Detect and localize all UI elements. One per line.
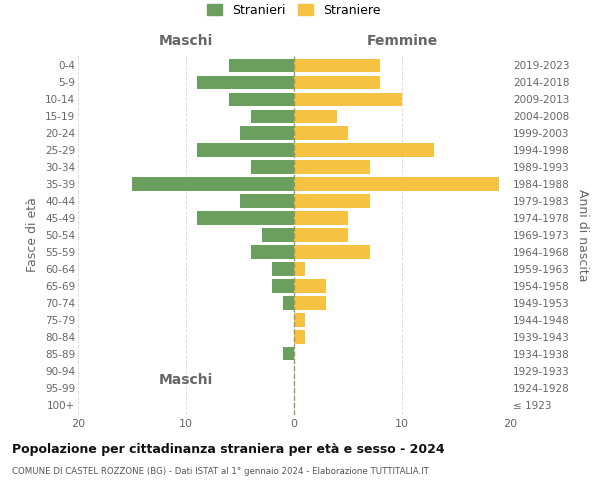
Bar <box>294 178 499 190</box>
Text: Maschi: Maschi <box>159 374 213 388</box>
Text: Popolazione per cittadinanza straniera per età e sesso - 2024: Popolazione per cittadinanza straniera p… <box>12 442 445 456</box>
Bar <box>294 194 370 207</box>
Bar <box>294 58 380 72</box>
Bar <box>251 160 294 173</box>
Bar <box>272 262 294 276</box>
Bar <box>251 110 294 123</box>
Y-axis label: Fasce di età: Fasce di età <box>26 198 40 272</box>
Bar <box>294 280 326 292</box>
Bar <box>294 92 402 106</box>
Bar <box>197 144 294 156</box>
Bar <box>294 144 434 156</box>
Bar <box>229 92 294 106</box>
Bar <box>197 212 294 224</box>
Bar <box>262 228 294 241</box>
Text: Maschi: Maschi <box>159 34 213 48</box>
Bar <box>240 126 294 140</box>
Bar <box>132 178 294 190</box>
Bar <box>294 330 305 344</box>
Bar <box>229 58 294 72</box>
Bar <box>294 262 305 276</box>
Bar <box>283 296 294 310</box>
Text: COMUNE DI CASTEL ROZZONE (BG) - Dati ISTAT al 1° gennaio 2024 - Elaborazione TUT: COMUNE DI CASTEL ROZZONE (BG) - Dati IST… <box>12 468 429 476</box>
Bar <box>272 280 294 292</box>
Y-axis label: Anni di nascita: Anni di nascita <box>576 188 589 281</box>
Legend: Stranieri, Straniere: Stranieri, Straniere <box>207 4 381 16</box>
Bar <box>240 194 294 207</box>
Bar <box>294 246 370 258</box>
Bar <box>283 347 294 360</box>
Bar <box>294 228 348 241</box>
Bar <box>294 76 380 89</box>
Bar <box>294 110 337 123</box>
Bar <box>294 296 326 310</box>
Bar <box>294 160 370 173</box>
Text: Femmine: Femmine <box>367 34 437 48</box>
Bar <box>294 126 348 140</box>
Bar <box>294 212 348 224</box>
Bar <box>294 314 305 326</box>
Bar <box>197 76 294 89</box>
Bar <box>251 246 294 258</box>
